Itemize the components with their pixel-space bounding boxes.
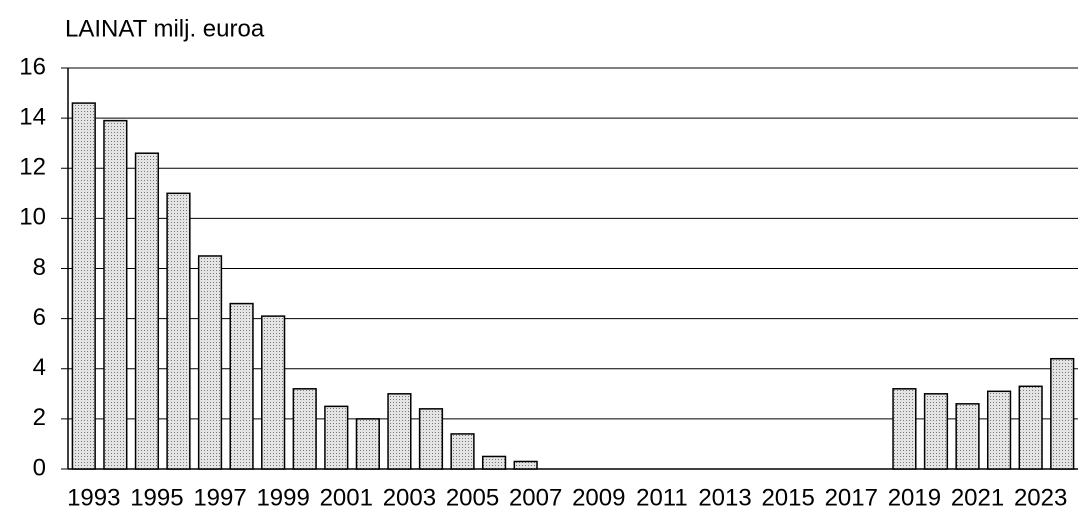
bar [418, 408, 444, 470]
x-tick-label: 2013 [698, 484, 751, 511]
bar [324, 405, 349, 470]
x-tick-label: 2001 [320, 484, 373, 511]
y-tick-label: 0 [33, 454, 46, 481]
y-tick-label: 8 [33, 254, 46, 281]
bar [103, 119, 128, 470]
bar [923, 393, 949, 470]
chart-title: LAINAT milj. euroa [65, 15, 265, 42]
x-tick-label: 2017 [825, 484, 878, 511]
bar [892, 388, 917, 470]
bar [229, 302, 254, 470]
x-tick-label: 2015 [761, 484, 814, 511]
bar [197, 255, 223, 470]
bar [513, 460, 538, 470]
bar [1050, 357, 1075, 470]
x-tick-label: 2021 [951, 484, 1004, 511]
x-tick-label: 1995 [130, 484, 183, 511]
x-tick-label: 1999 [256, 484, 309, 511]
bar [955, 403, 980, 470]
x-tick-label: 2005 [446, 484, 499, 511]
bar [986, 390, 1012, 470]
bar [71, 102, 96, 470]
y-tick-label: 6 [33, 304, 46, 331]
y-tick-label: 2 [33, 404, 46, 431]
y-tick-label: 10 [19, 204, 46, 231]
bar [450, 433, 475, 470]
x-tick-label: 2019 [888, 484, 941, 511]
y-tick-label: 4 [33, 354, 46, 381]
bar [261, 315, 286, 470]
bar [134, 152, 160, 470]
y-tick-label: 12 [19, 154, 46, 181]
y-tick-label: 16 [19, 53, 46, 80]
x-tick-label: 1993 [67, 484, 120, 511]
bar [1018, 385, 1043, 470]
x-tick-label: 2003 [383, 484, 436, 511]
bar [481, 455, 507, 470]
bar [387, 393, 412, 470]
x-tick-label: 1997 [193, 484, 246, 511]
bar [355, 418, 380, 470]
y-tick-label: 14 [19, 103, 46, 130]
x-tick-label: 2011 [636, 484, 688, 511]
x-tick-label: 2023 [1014, 484, 1067, 511]
x-tick-label: 2007 [509, 484, 562, 511]
x-tick-label: 2009 [572, 484, 625, 511]
bar [166, 192, 191, 470]
bar [292, 388, 317, 470]
